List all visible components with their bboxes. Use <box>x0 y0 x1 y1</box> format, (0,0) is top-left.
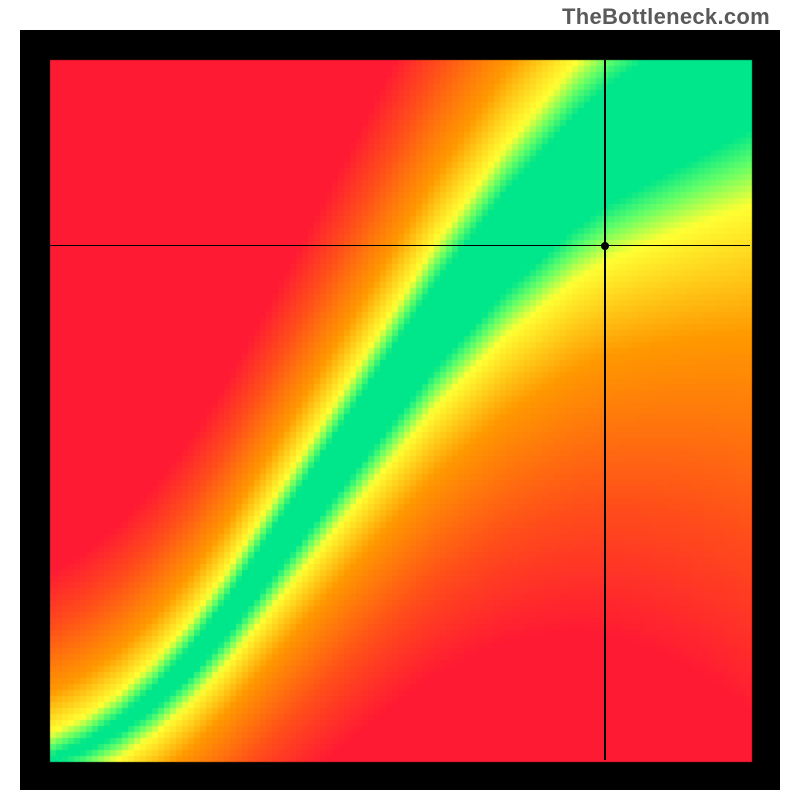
bottleneck-heatmap <box>20 30 780 790</box>
attribution-label: TheBottleneck.com <box>562 4 770 30</box>
